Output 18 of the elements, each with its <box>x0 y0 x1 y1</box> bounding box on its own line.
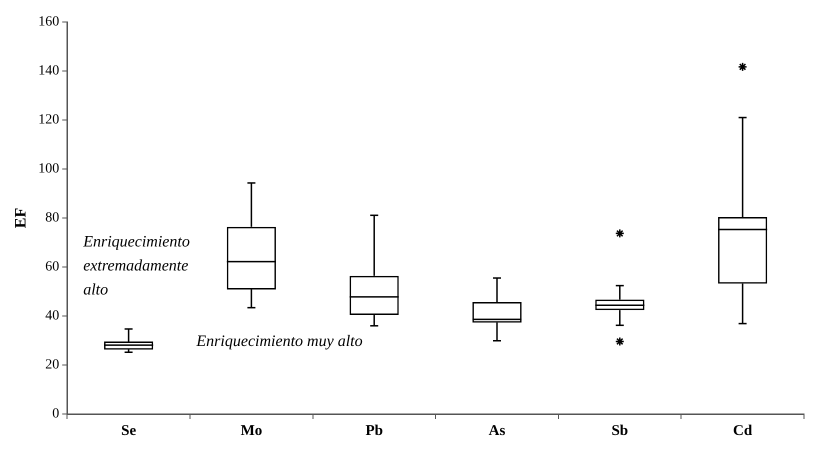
x-tick-label: Sb <box>611 422 628 439</box>
y-tick-label: 160 <box>38 14 60 30</box>
y-axis-title: EF <box>12 208 30 228</box>
x-tick-label: Mo <box>240 422 262 439</box>
y-tick-label: 100 <box>38 162 60 177</box>
y-tick-label: 20 <box>45 358 60 373</box>
y-tick-label: 0 <box>52 406 60 422</box>
y-tick-label: 40 <box>45 308 60 324</box>
x-tick-label: Cd <box>733 422 753 439</box>
y-tick-label: 80 <box>45 210 60 226</box>
x-tick-label: Se <box>121 422 136 439</box>
y-tick-label: 60 <box>45 260 60 275</box>
annotation: Enriquecimiento extremadamente alto <box>82 234 190 299</box>
y-tick-label: 120 <box>38 112 60 128</box>
y-tick-label: 140 <box>38 64 60 79</box>
annotation: Enriquecimiento muy alto <box>195 332 363 350</box>
x-tick-label: As <box>488 422 506 439</box>
x-tick-label: Pb <box>365 422 383 439</box>
